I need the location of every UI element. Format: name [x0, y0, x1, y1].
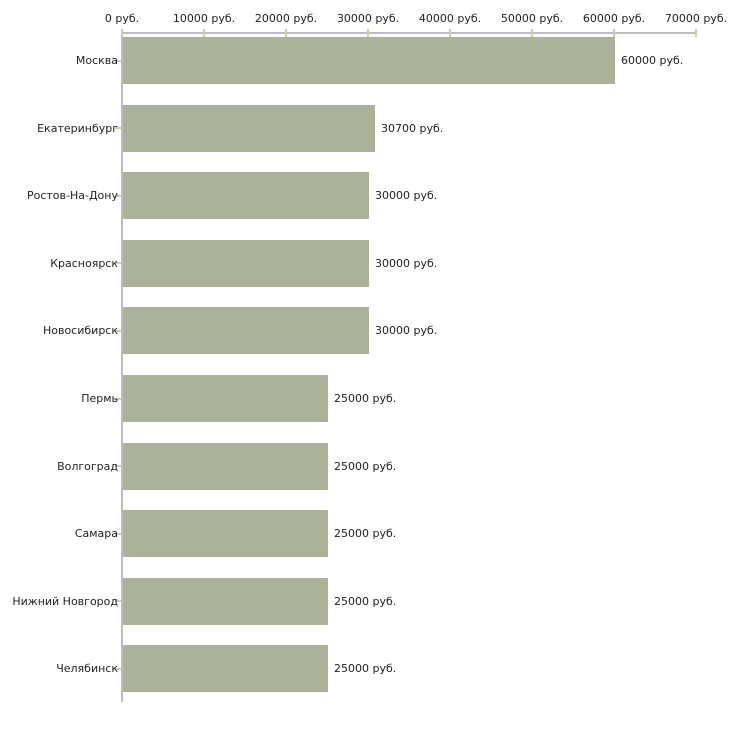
- x-axis-tick-mark: [531, 29, 533, 37]
- x-axis-tick-label: 30000 руб.: [336, 12, 400, 25]
- x-axis-tick-mark: [695, 29, 697, 37]
- bar-value-label: 60000 руб.: [621, 54, 684, 67]
- category-tick-mark: [115, 465, 121, 467]
- bar: [123, 510, 328, 557]
- x-axis-tick-mark: [367, 29, 369, 37]
- category-label: Нижний Новгород: [12, 595, 118, 608]
- category-tick-mark: [115, 262, 121, 264]
- category-label: Ростов-На-Дону: [26, 189, 118, 202]
- bar-value-label: 25000 руб.: [334, 595, 397, 608]
- category-label: Красноярск: [50, 257, 118, 270]
- bar: [123, 307, 369, 354]
- x-axis-tick-label: 50000 руб.: [500, 12, 564, 25]
- y-axis-line: [121, 32, 123, 702]
- x-axis-tick-mark: [285, 29, 287, 37]
- bar-value-label: 25000 руб.: [334, 392, 397, 405]
- x-axis-tick-label: 70000 руб.: [664, 12, 728, 25]
- category-label: Екатеринбург: [37, 122, 118, 135]
- category-label: Волгоград: [57, 460, 118, 473]
- category-label: Москва: [75, 54, 118, 67]
- bar-value-label: 30000 руб.: [375, 189, 438, 202]
- category-tick-mark: [115, 533, 121, 535]
- category-tick-mark: [115, 60, 121, 62]
- x-axis-tick-mark: [121, 29, 123, 37]
- bar: [123, 240, 369, 287]
- x-axis-tick-label: 40000 руб.: [418, 12, 482, 25]
- x-axis-tick-label: 60000 руб.: [582, 12, 646, 25]
- bar: [123, 105, 375, 152]
- bar-value-label: 30700 руб.: [381, 122, 444, 135]
- x-axis-tick-mark: [449, 29, 451, 37]
- x-axis-tick-label: 10000 руб.: [172, 12, 236, 25]
- bar-value-label: 25000 руб.: [334, 460, 397, 473]
- category-label: Самара: [74, 527, 118, 540]
- x-axis-tick-label: 0 руб.: [104, 12, 140, 25]
- bar-value-label: 30000 руб.: [375, 324, 438, 337]
- category-label: Новосибирск: [42, 324, 118, 337]
- x-axis-tick-label: 20000 руб.: [254, 12, 318, 25]
- category-tick-mark: [115, 330, 121, 332]
- category-tick-mark: [115, 668, 121, 670]
- bar: [123, 37, 615, 84]
- bar: [123, 443, 328, 490]
- category-tick-mark: [115, 398, 121, 400]
- category-tick-mark: [115, 127, 121, 129]
- category-tick-mark: [115, 195, 121, 197]
- bar: [123, 375, 328, 422]
- bar: [123, 645, 328, 692]
- x-axis-tick-mark: [203, 29, 205, 37]
- bar: [123, 172, 369, 219]
- category-tick-mark: [115, 600, 121, 602]
- bar-value-label: 25000 руб.: [334, 527, 397, 540]
- category-label: Челябинск: [56, 662, 118, 675]
- x-axis-line: [121, 32, 697, 34]
- x-axis-tick-mark: [613, 29, 615, 37]
- bar-value-label: 25000 руб.: [334, 662, 397, 675]
- bar-value-label: 30000 руб.: [375, 257, 438, 270]
- bar: [123, 578, 328, 625]
- category-label: Пермь: [81, 392, 118, 405]
